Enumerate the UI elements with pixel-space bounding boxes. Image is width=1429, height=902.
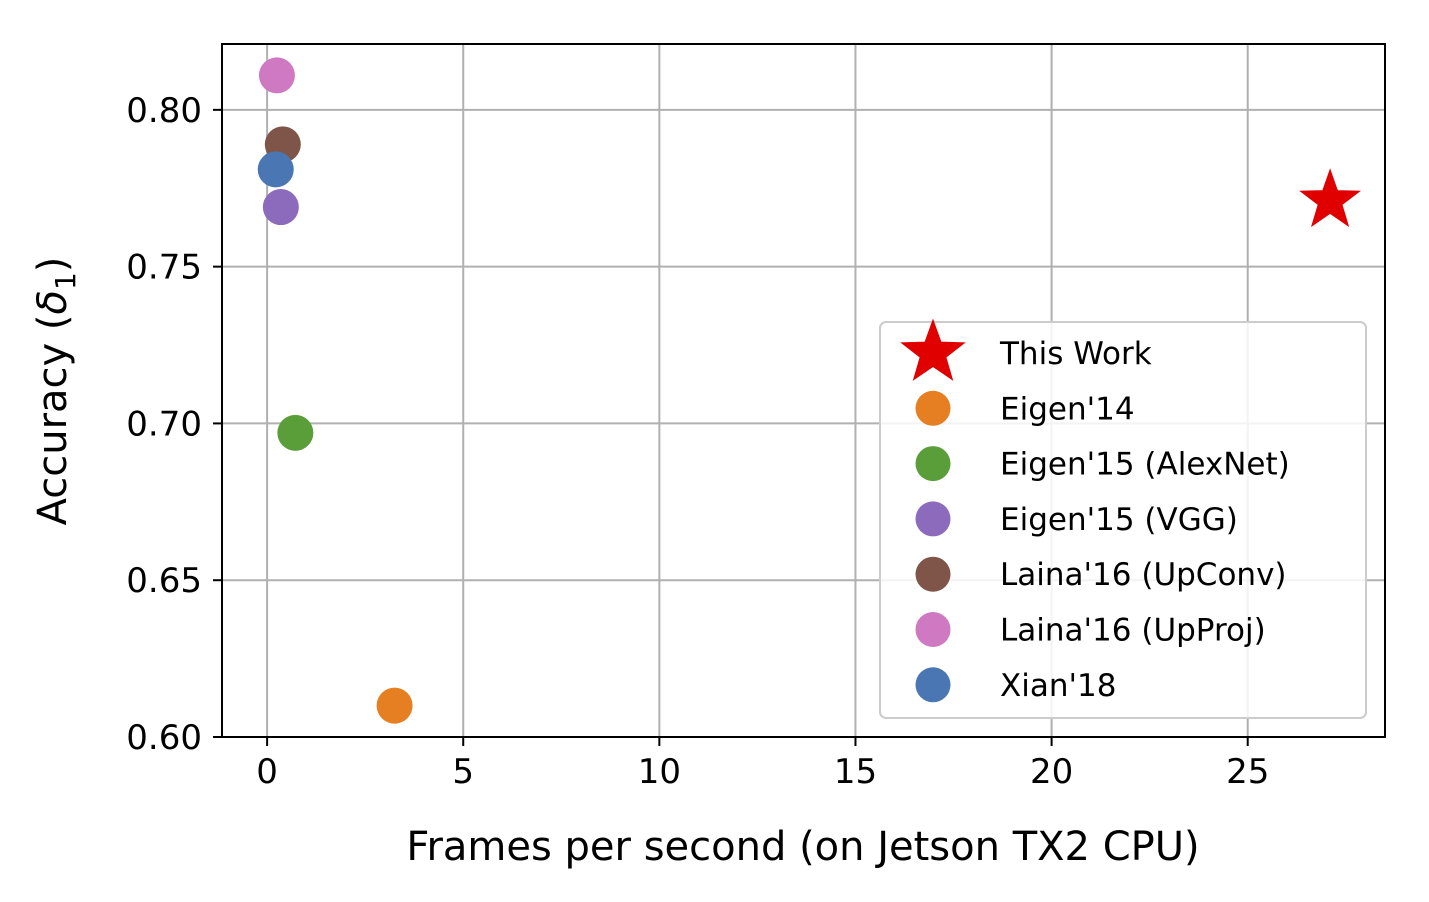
y-tick-label: 0.75 [126,248,202,288]
legend-marker-circle [915,556,951,592]
x-tick-label: 5 [452,752,474,792]
x-tick-label: 0 [256,752,278,792]
y-axis-title: Accuracy (δ1) [30,257,82,526]
legend-label: Eigen'15 (VGG) [1000,502,1238,538]
y-tick-label: 0.65 [126,561,202,601]
legend-marker-circle [915,501,951,537]
data-point-laina-16-upproj [258,57,295,94]
legend-label: Eigen'14 [1000,391,1135,427]
legend-label: Laina'16 (UpConv) [1000,557,1287,593]
data-point-eigen-15-vgg [262,189,299,226]
y-axis-title-symbol: δ [30,290,76,314]
legend: This Work Eigen'14 Eigen'15 (AlexNet) Eigen… [879,318,1367,719]
legend-label: Xian'18 [1000,668,1116,704]
x-tick-label: 15 [834,752,877,792]
x-axis-title: Frames per second (on Jetson TX2 CPU) [406,824,1199,870]
y-tick-label: 0.60 [126,718,202,758]
legend-marker-circle [915,667,951,703]
data-point-xian-18 [257,151,294,188]
y-tick-label: 0.70 [126,404,202,444]
x-tick-label: 25 [1226,752,1269,792]
axis-ticks: 0 5 10 15 20 25 0.60 0.65 0.70 0.75 0.80 [126,91,1269,792]
y-axis-title-text: Accuracy ( [30,314,76,525]
y-axis-title-close: ) [30,257,76,273]
data-point-eigen-15-alexnet [277,414,314,451]
y-axis-title-subscript: 1 [49,272,82,290]
data-point-eigen-14 [376,687,413,724]
legend-marker-star [900,318,966,381]
legend-label: This Work [999,336,1152,372]
data-point-this-work [1299,168,1362,228]
legend-box [879,321,1367,719]
legend-entries: This Work Eigen'14 Eigen'15 (AlexNet) Eigen… [900,318,1290,704]
x-tick-label: 10 [638,752,681,792]
legend-marker-circle [915,390,951,426]
legend-label: Laina'16 (UpProj) [1000,613,1266,649]
legend-marker-circle [915,612,951,647]
x-tick-label: 20 [1030,752,1073,792]
plot-frame [221,43,1386,738]
data-points [257,57,1362,724]
y-tick-label: 0.80 [126,91,202,131]
legend-marker-circle [915,446,951,482]
legend-label: Eigen'15 (AlexNet) [1000,447,1290,483]
